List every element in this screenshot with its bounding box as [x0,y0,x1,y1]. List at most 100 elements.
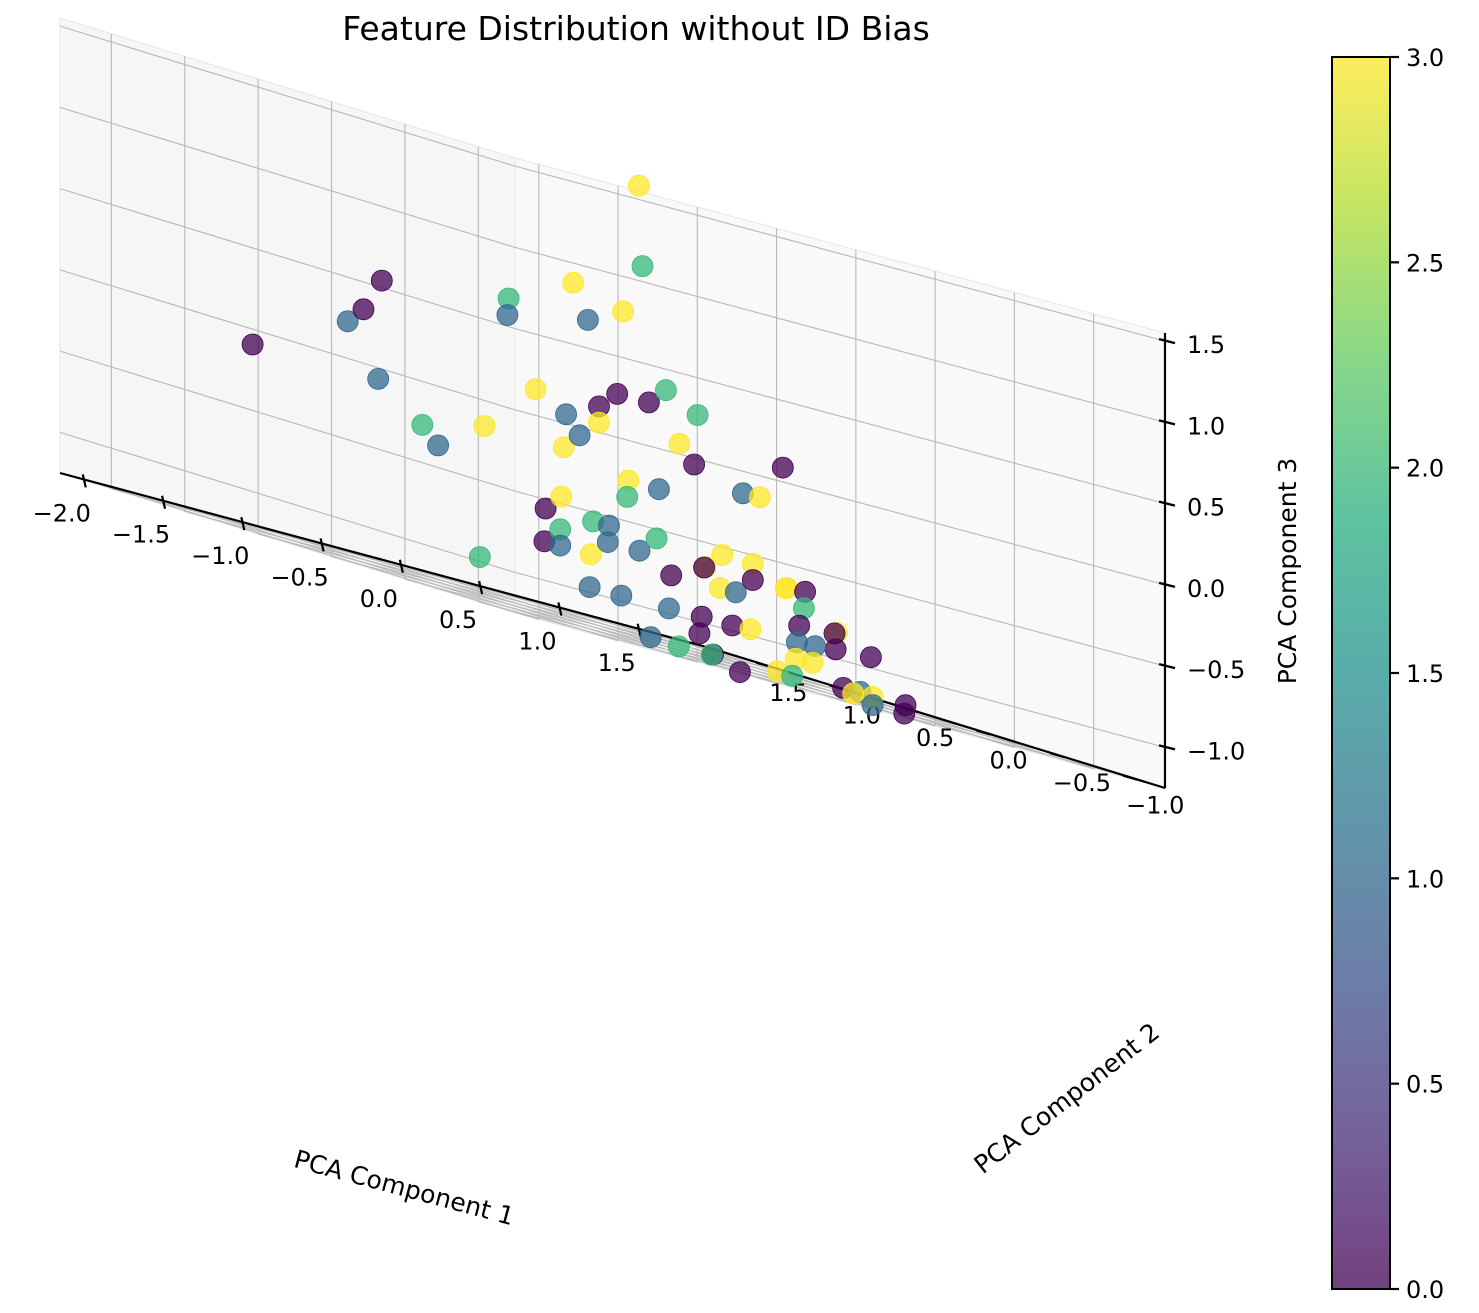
scatter-point [550,485,573,508]
y-tick-label: −1.0 [1126,792,1184,820]
z-gridline [59,431,516,573]
colorbar-tick-label: 1.0 [1406,865,1444,893]
x-tick-label: 1.0 [518,627,556,655]
z-tick-label: 1.0 [1187,412,1225,440]
chart-title: Feature Distribution without ID Bias [342,9,930,48]
z-tick [1158,338,1176,345]
z-gridline [59,106,516,248]
z-tick-label: −0.5 [1187,656,1245,684]
scatter-point [823,622,846,645]
scatter-point [588,411,610,434]
z-tick [1158,744,1176,751]
z-tick [1158,581,1176,588]
y-tick [1049,752,1065,759]
scatter-point [645,527,668,550]
z-tick-label: 0.5 [1187,494,1225,522]
z-axis-label: PCA Component 3 [1273,458,1302,685]
tick-labels: −2.0 −1.5 −1.0 −0.5 0.0 0.5 1.0 1.5 −1.0 −0.5 0.0 0… [33,331,1246,820]
scatter-point [658,597,680,620]
scatter-point [667,635,690,658]
scatter-point [648,478,670,501]
scatter-point [578,576,601,598]
scatter-point [473,415,496,437]
y-tick-label: 0.0 [989,747,1027,775]
scatter-point [616,485,639,508]
scatter-point [860,646,882,669]
z-gridline [59,350,516,492]
scatter-point [700,643,723,666]
x-tick [240,516,246,531]
z-gridline [514,246,1166,423]
scatter-point [628,539,651,562]
scatter-point [655,379,677,402]
y-tick-label: 0.5 [916,724,954,752]
y-tick-label: −0.5 [1053,769,1111,797]
scatter-point [612,300,634,323]
gridlines [59,25,1166,778]
x-tick [81,474,87,488]
scatter-point [579,543,602,566]
scatter-point [781,664,804,687]
scatter-point [496,304,519,326]
scatter-point [801,652,824,674]
scatter-point [468,546,491,568]
colorbar-tick-label: 2.5 [1406,249,1444,277]
colorbar-tick-label: 0.5 [1406,1071,1444,1099]
z-gridline [514,165,1166,342]
scatter-point [729,661,751,683]
colorbar-tick-label: 0.0 [1406,1276,1444,1304]
scatter-point [861,694,884,716]
x-tick [557,602,563,616]
scatter-point [686,404,709,426]
scatter-point [668,432,691,455]
scatter-point [552,436,575,459]
scatter-point [774,577,797,600]
scatter-point [739,618,762,641]
y-tick [1123,774,1138,781]
x-axis-label: PCA Component 1 [291,1144,517,1231]
z-tick [1158,500,1176,507]
colorbar-tick-label: 3.0 [1406,44,1444,72]
scatter-point [555,403,577,426]
x-gridline [162,500,619,642]
scatter-point [524,378,547,401]
z-tick [1158,663,1176,670]
z-tick-label: 1.5 [1187,331,1225,359]
scatter-point [771,456,794,479]
scatter-point [721,614,744,637]
z-tick-label: 0.0 [1187,575,1225,603]
scatter-point [411,413,434,436]
scatter-point [577,308,599,331]
x-tick [478,580,484,595]
scatter-point [693,556,715,579]
scatter-point [660,564,683,587]
x-tick [160,495,167,509]
x-tick-label: −2.0 [33,499,91,527]
scatter-point [610,584,633,607]
y-gridline [184,510,835,687]
x-tick [398,559,404,574]
scatter-point [711,544,734,566]
scatter-point [631,255,654,278]
x-tick-label: 1.5 [598,649,636,677]
scatter-point [724,581,747,604]
y-gridline [404,578,1056,755]
data-points [241,174,917,725]
y-axis-label: PCA Component 2 [969,1017,1165,1179]
scatter-point [741,569,764,591]
scatter-point [370,269,393,292]
y-gridline [478,601,1129,778]
scatter-point [352,298,375,321]
scatter-point [893,702,916,725]
scatter-point [568,424,591,447]
scatter-point [842,682,865,705]
scatter-point [749,486,771,509]
z-tick-label: −1.0 [1187,737,1245,765]
x-tick-label: −1.0 [191,542,249,570]
z-gridline [514,490,1166,667]
x-gridline [83,478,539,620]
scatter-point [336,310,359,333]
z-gridline [514,328,1166,505]
scatter-point [367,367,390,390]
